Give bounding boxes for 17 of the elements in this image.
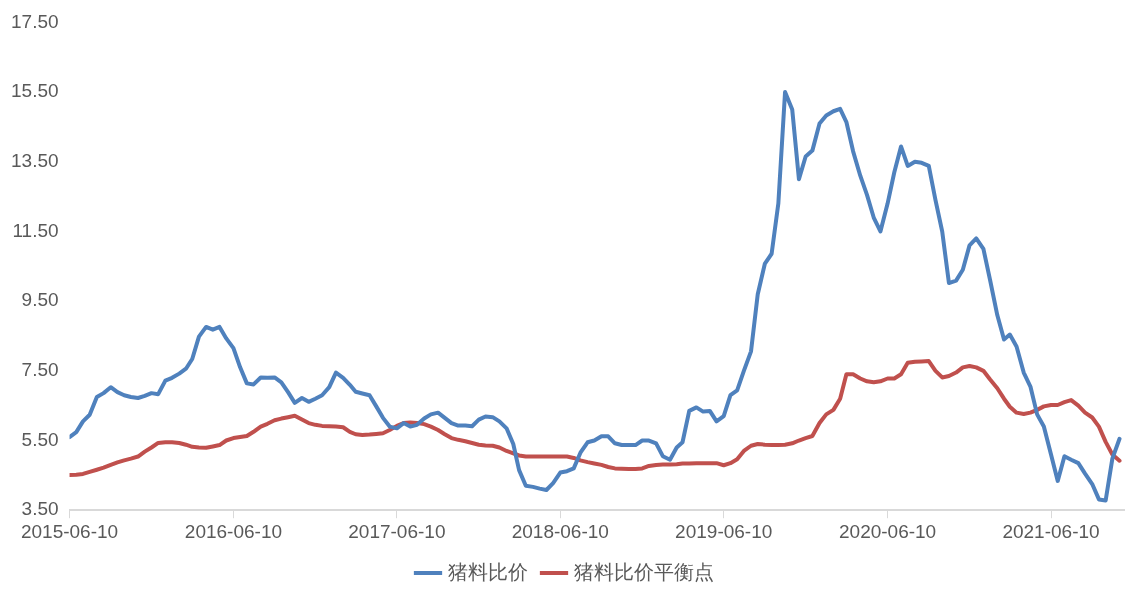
x-tick-label: 2016-06-10 <box>184 520 283 542</box>
legend-label: 猪料比价 <box>448 560 528 583</box>
y-tick-label: 5.50 <box>21 428 59 450</box>
y-tick-label: 15.50 <box>11 80 59 102</box>
x-tick-label: 2015-06-10 <box>20 520 119 542</box>
x-tick-label: 2021-06-10 <box>1002 520 1100 542</box>
y-tick-label: 11.50 <box>12 219 59 241</box>
y-tick-label: 17.50 <box>11 10 59 32</box>
x-tick-label: 2020-06-10 <box>838 520 937 542</box>
legend-label: 猪料比价平衡点 <box>574 560 714 583</box>
y-tick-label: 9.50 <box>21 289 59 311</box>
y-tick-label: 13.50 <box>11 150 59 172</box>
y-tick-label: 7.50 <box>21 359 59 381</box>
x-tick-label: 2017-06-10 <box>348 520 446 542</box>
x-tick-label: 2019-06-10 <box>675 520 773 542</box>
x-tick-label: 2018-06-10 <box>511 520 609 542</box>
y-tick-label: 3.50 <box>21 498 59 520</box>
